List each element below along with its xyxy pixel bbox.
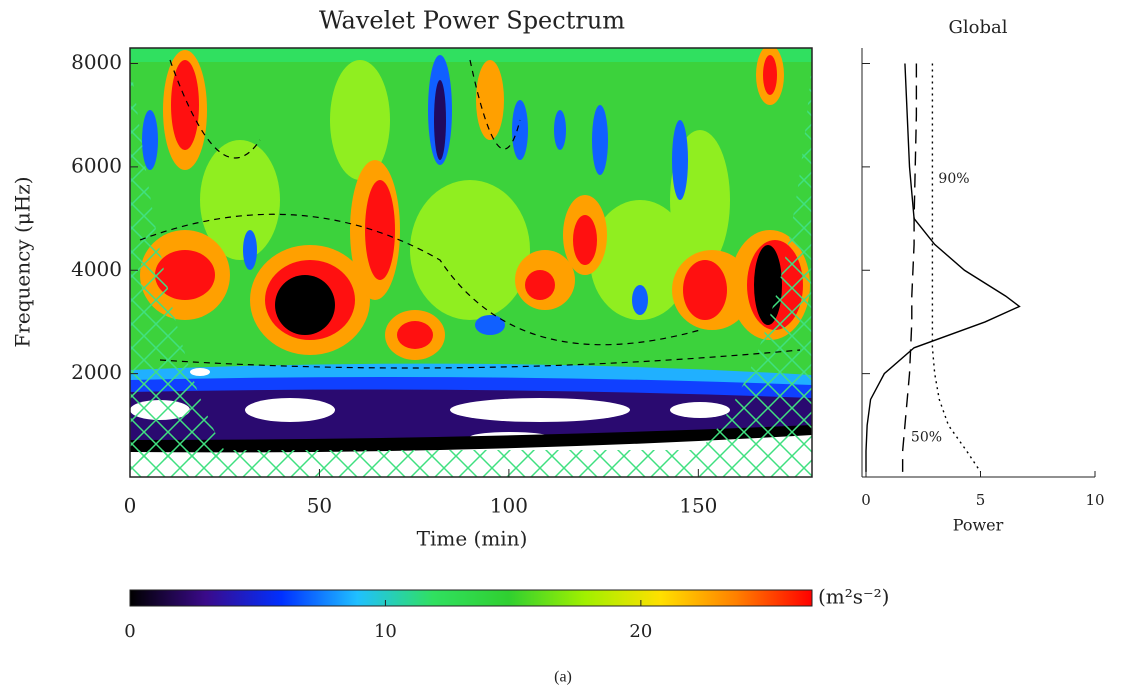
chart-title: Wavelet Power Spectrum (319, 7, 625, 35)
caption: (a) (554, 669, 572, 686)
line-annotation: 50% (911, 429, 942, 445)
colorbar-tick-label: 10 (374, 621, 397, 642)
colorbar-tick-label: 0 (124, 621, 135, 642)
x-tick-label: 50 (307, 494, 332, 518)
y-tick-label: 2000 (71, 360, 122, 384)
global-line (931, 63, 982, 473)
global-line (901, 63, 918, 472)
wavelet-field (130, 48, 812, 477)
plot-frame (129, 47, 813, 478)
global-title: Global (949, 17, 1008, 38)
global-line (865, 63, 1021, 472)
colorbar-tick-label: 20 (629, 621, 652, 642)
line-annotation: 90% (938, 171, 969, 187)
colorbar (129, 589, 813, 607)
x-tick-label: 5 (976, 491, 986, 509)
x-axis-label: Time (min) (417, 527, 528, 551)
x-tick-label: 0 (124, 494, 137, 518)
x-tick-label: 150 (679, 494, 717, 518)
x-tick-label: 10 (1085, 491, 1104, 509)
y-tick-label: 6000 (71, 153, 122, 177)
y-axis-label: Frequency (μHz) (11, 176, 35, 347)
x-tick-label: 100 (490, 494, 528, 518)
global-x-label: Power (953, 516, 1004, 535)
y-tick-label: 4000 (71, 257, 122, 281)
x-tick-label: 0 (861, 491, 871, 509)
colorbar-unit: (m²s⁻²) (818, 585, 889, 609)
y-tick-label: 8000 (71, 50, 122, 74)
